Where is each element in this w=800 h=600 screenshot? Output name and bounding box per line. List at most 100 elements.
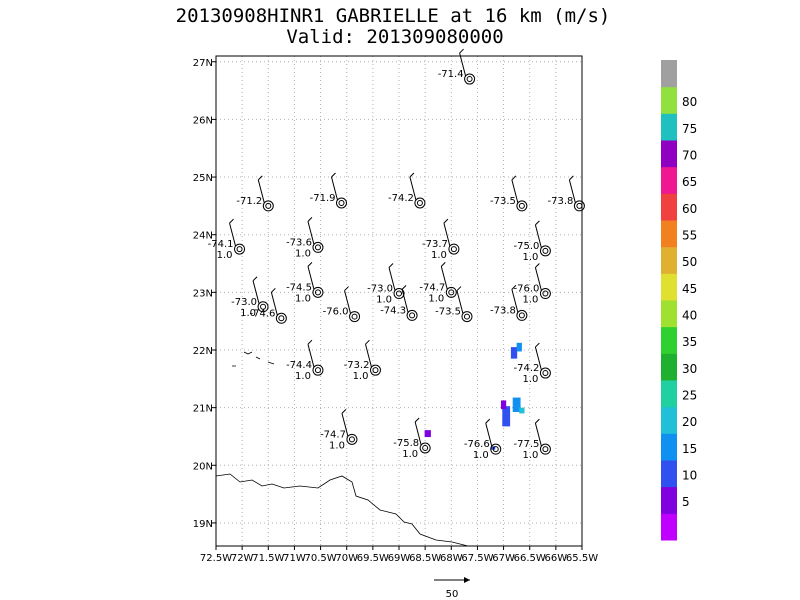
- station-temperature: -73.2: [344, 360, 370, 371]
- station-inner-circle: [542, 290, 549, 297]
- x-tick-label: 72.5W: [200, 553, 232, 564]
- station-inner-circle: [492, 446, 499, 453]
- station-temperature: -76.6: [464, 439, 490, 450]
- x-tick-label: 70W: [335, 553, 358, 564]
- station-temperature: -71.9: [310, 193, 336, 204]
- station-circle: [406, 309, 418, 321]
- colorbar-label: 70: [682, 148, 697, 162]
- radar-echo: [500, 400, 507, 410]
- y-tick-label: 25N: [193, 173, 213, 184]
- wind-barb: [307, 344, 315, 368]
- colorbar-label: 20: [682, 415, 697, 429]
- wind-barb: [331, 176, 338, 201]
- station-value: 1.0: [522, 295, 538, 306]
- colorbar-swatch: [661, 140, 677, 168]
- station-circle: [312, 241, 324, 253]
- station-temperature: -74.2: [514, 363, 540, 374]
- y-tick-label: 21N: [193, 404, 213, 415]
- x-tick-label: 67W: [492, 553, 515, 564]
- station-circle: [539, 443, 551, 455]
- x-tick-label: 69W: [388, 553, 411, 564]
- station-circle: [312, 286, 324, 298]
- wind-barb: [459, 52, 467, 77]
- station-temperature: -73.5: [490, 196, 516, 207]
- wind-barb-flag: [443, 218, 449, 224]
- y-tick-label: 22N: [193, 346, 213, 357]
- station-value: 1.0: [522, 252, 538, 263]
- colorbar-label: 10: [682, 468, 697, 482]
- station-circle: [335, 197, 347, 209]
- station-circle: [393, 288, 405, 300]
- radar-echo: [424, 430, 431, 438]
- station-inner-circle: [518, 312, 525, 319]
- station-temperature: -74.1: [208, 239, 234, 250]
- x-tick-label: 66W: [545, 553, 568, 564]
- wind-barb: [388, 267, 396, 291]
- radar-echo: [519, 407, 525, 414]
- reference-vector-label: 50: [446, 589, 459, 600]
- station-circle: [461, 311, 473, 323]
- station-temperature: -77.5: [514, 439, 540, 450]
- colorbar-swatch: [661, 433, 677, 461]
- station-temperature: -73.6: [286, 237, 312, 248]
- station-inner-circle: [338, 200, 345, 206]
- colorbar-swatch: [661, 406, 677, 434]
- radar-echo: [510, 347, 518, 359]
- colorbar-label: 5: [682, 495, 690, 509]
- station-inner-circle: [542, 446, 549, 453]
- wind-barb: [511, 289, 519, 313]
- colorbar-label: 60: [682, 202, 697, 216]
- y-tick-label: 20N: [193, 461, 213, 472]
- coastline: [215, 351, 469, 547]
- x-tick-label: 68W: [440, 553, 463, 564]
- station-circle: [312, 364, 324, 376]
- station-circle: [262, 200, 274, 212]
- station-circle: [539, 367, 551, 379]
- station-circle: [419, 442, 431, 454]
- station-temperature: -71.4: [438, 69, 464, 80]
- x-tick-label: 65.5W: [566, 553, 598, 564]
- station-temperature: -74.6: [249, 308, 275, 319]
- chart-title: 20130908HINR1 GABRIELLE at 16 km (m/s): [176, 5, 611, 27]
- colorbar-swatch: [661, 380, 677, 408]
- wind-barb-flag: [401, 285, 407, 290]
- colorbar-label: 55: [682, 228, 697, 242]
- x-tick-label: 67.5W: [461, 553, 493, 564]
- radar-echo: [516, 342, 522, 352]
- wind-barb: [511, 179, 519, 204]
- station-temperature: -74.7: [320, 429, 346, 440]
- chart-subtitle: Valid: 201309080000: [286, 26, 503, 48]
- wind-barb: [534, 267, 542, 291]
- wind-barb-flag: [440, 261, 446, 267]
- station-temperature: -76.0: [514, 284, 540, 295]
- station-value: 1.0: [329, 440, 345, 451]
- y-tick-label: 19N: [193, 519, 213, 530]
- station-temperature: -75.8: [393, 438, 419, 449]
- wind-barb-flag: [535, 220, 540, 226]
- wind-barb: [568, 179, 576, 204]
- station-inner-circle: [409, 312, 416, 319]
- wind-barb-flag: [459, 48, 464, 54]
- station-inner-circle: [314, 289, 321, 296]
- station-value: 1.0: [295, 371, 311, 382]
- y-tick-label: 23N: [193, 288, 213, 299]
- colorbar-label: 75: [682, 122, 697, 136]
- wind-barb: [440, 266, 448, 290]
- islands-path: [232, 351, 275, 367]
- colorbar-swatch: [661, 460, 677, 488]
- wind-barb-flag: [331, 172, 336, 178]
- colorbar-swatch: [661, 166, 677, 194]
- station-plots: -71.4-71.2 -71.9 -74.2 -73.5 -73.8-74.11.0-7…: [208, 48, 585, 461]
- wind-barb: [443, 222, 451, 247]
- station-circle: [448, 243, 460, 255]
- station-circle: [539, 288, 551, 300]
- station-temperature: -73.5: [435, 307, 461, 318]
- station-temperature: -73.7: [422, 239, 448, 250]
- colorbar-swatch: [661, 246, 677, 274]
- wind-barb-flag: [388, 263, 394, 268]
- y-tick-label: 27N: [193, 58, 213, 69]
- wind-barb: [401, 289, 409, 313]
- wind-barb-flag: [485, 418, 491, 424]
- station-value: 1.0: [522, 450, 538, 461]
- x-tick-label: 66.5W: [514, 553, 546, 564]
